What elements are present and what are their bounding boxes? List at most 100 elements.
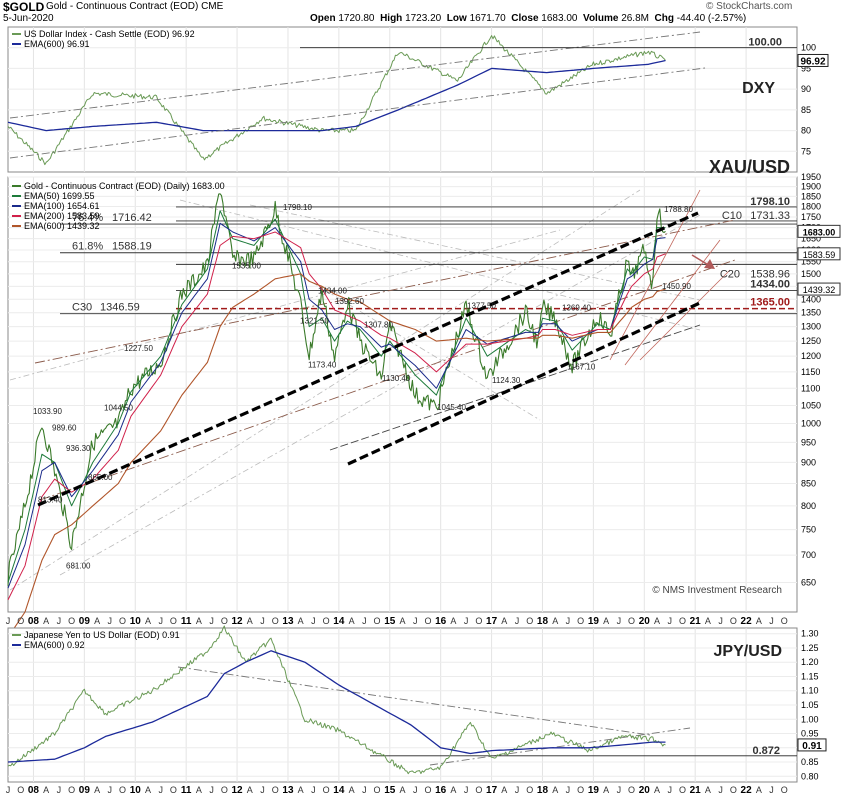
x-month-label: J bbox=[769, 616, 774, 626]
x-month-label: A bbox=[349, 616, 355, 626]
x-month-label-bottom: O bbox=[526, 785, 533, 795]
x-month-label-bottom: O bbox=[781, 785, 788, 795]
x-month-label: O bbox=[781, 616, 788, 626]
x-year-label: 12 bbox=[232, 616, 244, 627]
price-annotation: 1321.50 bbox=[300, 317, 329, 326]
jpy-ytick-label: 0.80 bbox=[801, 771, 819, 781]
price-annotation: 1434.00 bbox=[318, 286, 347, 295]
gold-ytick-label: 700 bbox=[801, 550, 816, 560]
x-month-label: A bbox=[298, 616, 304, 626]
x-year-label-bottom: 08 bbox=[28, 785, 40, 795]
gold-red-fan-line bbox=[624, 239, 721, 366]
price-annotation: 1369.40 bbox=[562, 303, 591, 312]
high-label: High bbox=[380, 13, 403, 24]
price-annotation: 1173.40 bbox=[308, 360, 337, 369]
price-annotation: 1307.80 bbox=[364, 320, 393, 329]
x-month-label-bottom: O bbox=[323, 785, 330, 795]
gold-series-price bbox=[7, 193, 666, 586]
gold-ytick-label: 800 bbox=[801, 501, 816, 511]
price-annotation: 1788.80 bbox=[664, 205, 693, 214]
dxy-ytick-label: 90 bbox=[801, 84, 811, 94]
gold-value-box-text: 1439.32 bbox=[803, 285, 836, 295]
x-month-label-bottom: O bbox=[170, 785, 177, 795]
x-month-label: A bbox=[603, 616, 609, 626]
jpy-ytick-label: 1.20 bbox=[801, 657, 819, 667]
x-month-label: A bbox=[43, 616, 49, 626]
gold-series-ema-2 bbox=[7, 222, 666, 589]
x-year-label-bottom: 22 bbox=[741, 785, 753, 795]
x-month-label: J bbox=[413, 616, 418, 626]
x-month-label: J bbox=[108, 616, 113, 626]
dxy-last-box bbox=[797, 53, 829, 67]
dxy-last-value: 96.92 bbox=[800, 56, 825, 67]
ohlc-bar: Open 1720.80 High 1723.20 Low 1671.70 Cl… bbox=[310, 13, 746, 24]
c30-label: C30 bbox=[72, 302, 92, 314]
exchange-text: CME bbox=[201, 1, 224, 12]
x-month-label: O bbox=[17, 616, 24, 626]
dxy-ytick-label: 95 bbox=[801, 63, 811, 73]
chart-date: 5-Jun-2020 bbox=[3, 13, 54, 24]
x-month-label-bottom: J bbox=[108, 785, 113, 795]
gold-panel: 6507007508008509009501000105011001150120… bbox=[7, 157, 841, 638]
x-month-label-bottom: A bbox=[247, 785, 253, 795]
c20-value: 1538.96 bbox=[750, 268, 790, 280]
gold-value-box bbox=[797, 247, 841, 261]
price-annotation: 865.00 bbox=[88, 473, 113, 482]
x-month-label-bottom: J bbox=[515, 785, 520, 795]
x-month-label: O bbox=[424, 616, 431, 626]
gold-frame bbox=[7, 176, 798, 613]
gold-legend-price: Gold - Continuous Contract (EOD) (Daily)… bbox=[24, 181, 225, 191]
x-year-label: 14 bbox=[333, 616, 345, 627]
dxy-label: DXY bbox=[742, 80, 775, 97]
price-annotation: 1124.30 bbox=[492, 376, 521, 385]
chg-label: Chg bbox=[654, 13, 674, 24]
gold-projection-arrowhead bbox=[704, 259, 715, 269]
x-year-label: 16 bbox=[435, 616, 447, 627]
dxy-legend-price: US Dollar Index - Cash Settle (EOD) 96.9… bbox=[24, 29, 195, 39]
gold-ytick-label: 1250 bbox=[801, 336, 821, 346]
x-year-label-bottom: 09 bbox=[79, 785, 91, 795]
x-month-label-bottom: J bbox=[209, 785, 214, 795]
gold-ytick-label: 1150 bbox=[801, 367, 820, 377]
x-month-label: O bbox=[323, 616, 330, 626]
x-month-label: J bbox=[260, 616, 265, 626]
x-month-label-bottom: A bbox=[399, 785, 405, 795]
gold-value-box-text: 1683.00 bbox=[803, 227, 836, 237]
gold-ytick-label: 1900 bbox=[801, 182, 821, 192]
jpy-last-value: 0.91 bbox=[802, 741, 822, 752]
x-month-label-bottom: O bbox=[17, 785, 24, 795]
gold-legend-ema600: EMA(600) 1439.32 bbox=[24, 221, 100, 231]
jpy-legend-price: Japanese Yen to US Dollar (EOD) 0.91 bbox=[24, 630, 180, 640]
x-month-label-bottom: A bbox=[196, 785, 202, 795]
x-month-label-bottom: O bbox=[577, 785, 584, 795]
gold-ytick-label: 1950 bbox=[801, 172, 821, 182]
x-month-label-bottom: A bbox=[43, 785, 49, 795]
fib-764-value: 1716.42 bbox=[112, 212, 152, 224]
x-year-label-bottom: 18 bbox=[537, 785, 549, 795]
x-month-label-bottom: A bbox=[145, 785, 151, 795]
x-month-label: O bbox=[628, 616, 635, 626]
gold-ytick-label: 1100 bbox=[801, 383, 820, 393]
volume-label: Volume bbox=[583, 13, 619, 24]
x-month-label-bottom: A bbox=[501, 785, 507, 795]
x-year-label-bottom: 13 bbox=[282, 785, 294, 795]
x-month-label-bottom: J bbox=[57, 785, 62, 795]
jpy-trendline-lower bbox=[429, 727, 691, 766]
gold-value-box bbox=[797, 224, 841, 238]
close-label: Close bbox=[511, 13, 539, 24]
price-annotation: 1227.50 bbox=[124, 344, 153, 353]
gold-ytick-label: 750 bbox=[801, 525, 816, 535]
c20-label: C20 bbox=[720, 268, 740, 280]
high-value: 1723.20 bbox=[405, 13, 442, 24]
x-month-label: O bbox=[730, 616, 737, 626]
dxy-series-ema-1 bbox=[7, 59, 666, 132]
price-annotation: 989.60 bbox=[52, 423, 77, 432]
x-month-label-bottom: O bbox=[679, 785, 686, 795]
x-month-label: J bbox=[464, 616, 469, 626]
x-year-label: 18 bbox=[537, 616, 549, 627]
jpy-series-price bbox=[7, 625, 666, 775]
stockcharts-watermark: © StockCharts.com bbox=[706, 1, 793, 12]
x-month-label: J bbox=[667, 616, 672, 626]
gold-legend-ema50: EMA(50) 1699.55 bbox=[24, 191, 95, 201]
